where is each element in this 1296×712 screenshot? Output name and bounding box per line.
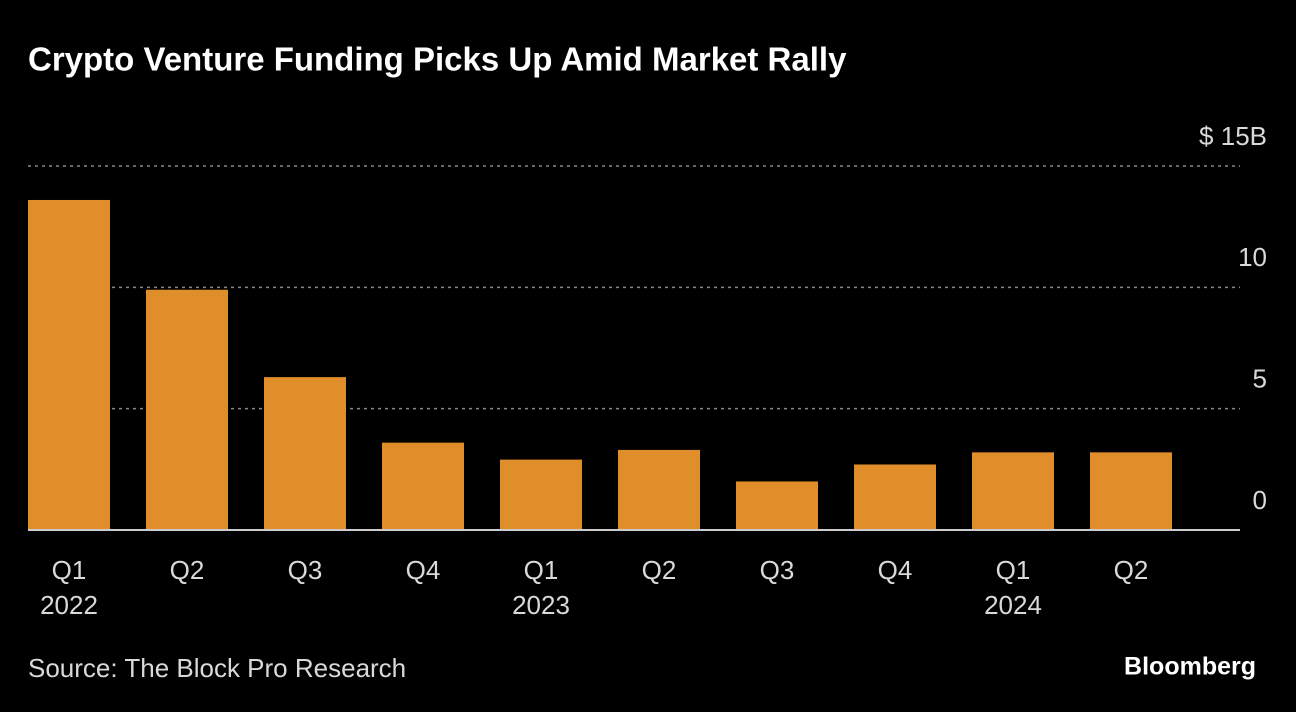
bar [1090, 452, 1172, 530]
y-tick-label: 5 [1253, 364, 1267, 394]
x-tick-label: Q2 [642, 555, 677, 585]
source-note: Source: The Block Pro Research [28, 653, 406, 683]
bar [28, 199, 110, 530]
bar [736, 481, 818, 530]
bar [382, 442, 464, 530]
x-tick-label: Q1 [524, 555, 559, 585]
y-tick-label: $ 15B [1199, 121, 1267, 151]
y-tick-label: 10 [1238, 242, 1267, 272]
x-group-label: 2022 [40, 590, 98, 620]
y-tick-label: 0 [1253, 485, 1267, 515]
x-tick-label: Q4 [406, 555, 441, 585]
x-tick-label: Q3 [288, 555, 323, 585]
x-group-label: 2023 [512, 590, 570, 620]
x-tick-label: Q4 [878, 555, 913, 585]
x-tick-label: Q2 [1114, 555, 1149, 585]
chart-title: Crypto Venture Funding Picks Up Amid Mar… [28, 41, 847, 78]
bar [146, 289, 228, 530]
bar [264, 377, 346, 530]
x-group-label: 2024 [984, 590, 1042, 620]
bar [854, 464, 936, 530]
x-tick-label: Q1 [52, 555, 87, 585]
bar [972, 452, 1054, 530]
x-tick-label: Q1 [996, 555, 1031, 585]
bar [618, 449, 700, 530]
bar [500, 459, 582, 530]
x-tick-label: Q3 [760, 555, 795, 585]
brand-logo: Bloomberg [1124, 653, 1256, 681]
x-tick-label: Q2 [170, 555, 205, 585]
